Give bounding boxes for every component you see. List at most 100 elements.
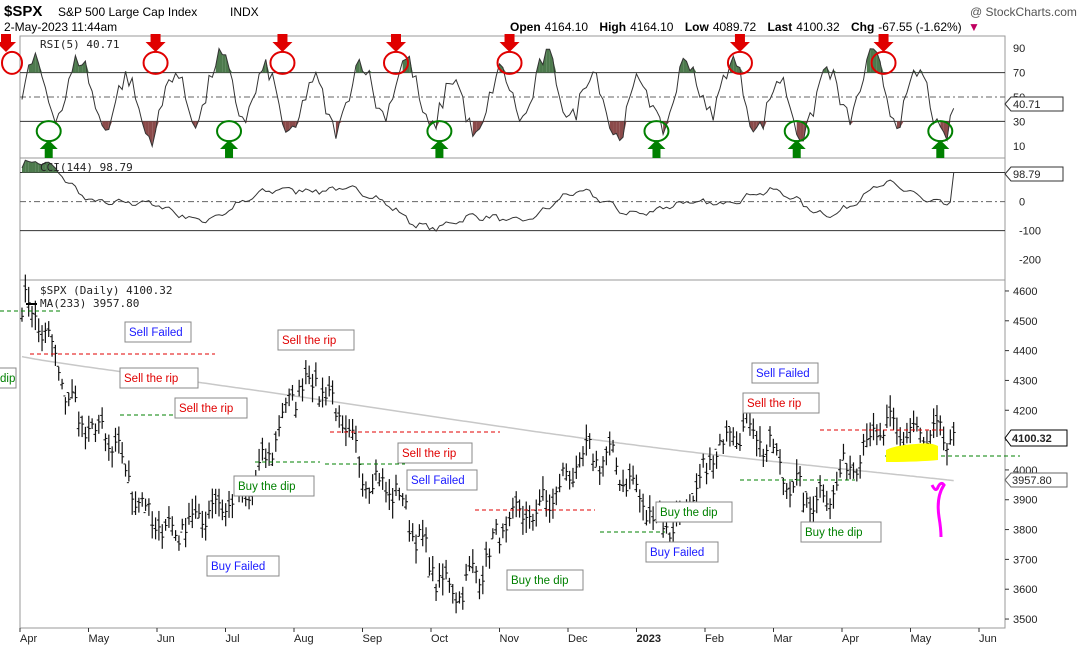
rsi-value-badge: 40.71 [1005, 97, 1063, 111]
month-tick-label: Apr [842, 633, 859, 645]
svg-text:40.71: 40.71 [1013, 99, 1041, 111]
annotation-label: Buy Failed [211, 561, 265, 573]
month-tick-label: Feb [705, 633, 724, 645]
annotation-label: Buy the dip [660, 507, 718, 519]
month-tick-label: May [89, 633, 110, 645]
cci-plot: 0 -100 -200 [20, 160, 1041, 266]
month-tick-label: Nov [500, 633, 520, 645]
annotation-label: dip [0, 373, 15, 385]
rsi-tick-label: 90 [1013, 43, 1025, 55]
month-tick-label: Oct [431, 633, 448, 645]
cci-value-badge: 98.79 [1005, 167, 1063, 181]
red-down-arrow-icon [500, 34, 520, 52]
price-tick-label: 4200 [1013, 405, 1037, 417]
yellow-highlight [886, 443, 938, 462]
month-tick-label: Mar [774, 633, 793, 645]
cci-tick-label: 0 [1019, 197, 1025, 209]
price-tick-label: 3700 [1013, 554, 1037, 566]
red-down-arrow-icon [272, 34, 292, 52]
price-tick-label: 3800 [1013, 525, 1037, 537]
month-tick-label: Jun [979, 633, 997, 645]
cci-tick-label: -200 [1019, 255, 1041, 267]
month-tick-label: Jun [157, 633, 175, 645]
green-up-arrow-icon [220, 140, 238, 158]
ma-label: MA(233) 3957.80 [40, 297, 139, 310]
cci-tick-label: -100 [1019, 226, 1041, 238]
price-tick-label: 4400 [1013, 346, 1037, 358]
price-tick-label: 4500 [1013, 316, 1037, 328]
green-up-arrow-icon [931, 140, 949, 158]
rsi-tick-label: 70 [1013, 68, 1025, 80]
cci-overbought-fill [25, 160, 28, 172]
month-tick-label: Sep [363, 633, 383, 645]
month-tick-label: May [911, 633, 932, 645]
cci-line [22, 160, 954, 231]
green-up-arrow-icon [430, 140, 448, 158]
cci-overbought-fill [29, 162, 32, 173]
rsi-oversold-fill [105, 121, 108, 130]
price-tick-label: 4600 [1013, 286, 1037, 298]
annotation-label: Sell the rip [124, 373, 178, 385]
rsi-overbought-fill [222, 55, 225, 73]
price-label: $SPX (Daily) 4100.32 [40, 284, 172, 297]
price-tick-label: 3500 [1013, 614, 1037, 626]
month-tick-label: Dec [568, 633, 588, 645]
rsi-overbought-fill [546, 49, 549, 72]
rsi-oversold-circle [37, 121, 61, 141]
annotation-label: Sell the rip [179, 403, 233, 415]
month-tick-label: Apr [20, 633, 37, 645]
rsi-tick-label: 10 [1013, 141, 1025, 153]
annotation-label: Buy the dip [238, 481, 296, 493]
month-tick-label: 2023 [637, 633, 661, 645]
rsi-overbought-circle [144, 52, 168, 74]
green-up-arrow-icon [647, 140, 665, 158]
green-up-arrow-icon [788, 140, 806, 158]
annotation-label: Buy Failed [650, 547, 704, 559]
annotation-label: Buy the dip [511, 575, 569, 587]
chart-name: S&P 500 Large Cap Index [58, 5, 197, 19]
rsi-oversold-fill [800, 121, 803, 141]
rsi-overbought-fill [867, 49, 870, 73]
svg-text:98.79: 98.79 [1013, 169, 1041, 181]
rsi-oversold-fill [613, 121, 616, 134]
rsi-label: RSI(5) 40.71 [40, 38, 119, 51]
chart-datetime: 2-May-2023 11:44am [4, 20, 117, 34]
rsi-overbought-fill [877, 52, 880, 72]
green-up-arrow-icon [40, 140, 58, 158]
annotation-label: Sell Failed [411, 475, 465, 487]
chart-symbol: $SPX [4, 3, 42, 20]
red-down-arrow-icon [874, 34, 894, 52]
price-value-badge: 4100.32 [1005, 430, 1067, 446]
red-down-arrow-icon [146, 34, 166, 52]
watermark: @ StockCharts.com [970, 5, 1077, 19]
price-tick-label: 4300 [1013, 375, 1037, 387]
svg-text:4100.32: 4100.32 [1012, 433, 1052, 445]
axes: Apr May Jun Jul Aug Sep Oct Nov Dec 2023 Feb Mar Apr… [20, 628, 997, 645]
red-down-arrow-icon [730, 34, 750, 52]
svg-text:3957.80: 3957.80 [1012, 475, 1052, 487]
rsi-overbought-circle [2, 52, 22, 74]
annotations-layer: dip Sell Failed Sell the rip Sell the rip Bu… [0, 311, 1020, 590]
rsi-overbought-circle [270, 52, 294, 74]
rsi-oversold-circle [644, 121, 668, 141]
chart-exchange: INDX [230, 5, 259, 19]
rsi-overbought-circle [498, 52, 522, 74]
red-down-arrow-icon [386, 34, 406, 52]
annotation-label: Sell the rip [747, 398, 801, 410]
red-down-arrow-icon [0, 34, 16, 52]
price-tick-label: 3900 [1013, 495, 1037, 507]
rsi-oversold-circle [427, 121, 451, 141]
annotation-label: Sell the rip [282, 335, 336, 347]
month-tick-label: Jul [226, 633, 240, 645]
rsi-tick-label: 30 [1013, 116, 1025, 128]
annotation-label: Sell Failed [756, 368, 810, 380]
rsi-plot: 9070503010 [0, 34, 1025, 158]
rsi-oversold-circle [217, 121, 241, 141]
month-tick-label: Aug [294, 633, 314, 645]
price-tick-label: 3600 [1013, 584, 1037, 596]
cci-overbought-fill [32, 162, 35, 173]
cci-panel [20, 158, 1005, 280]
cci-label: CCI(144) 98.79 [40, 161, 133, 174]
